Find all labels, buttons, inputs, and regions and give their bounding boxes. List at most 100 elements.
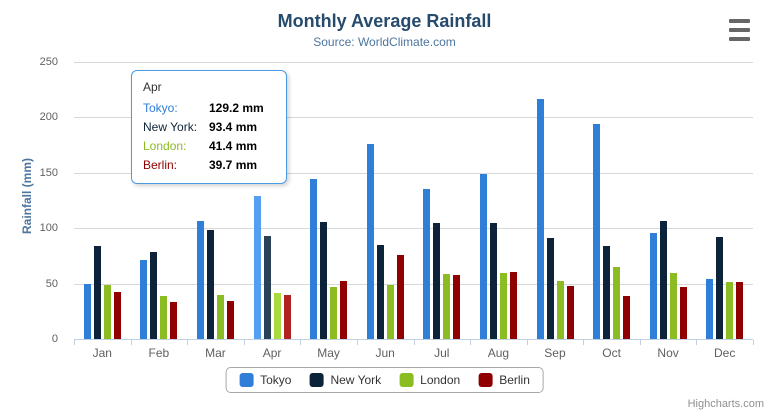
x-axis-tick-label: Jul — [434, 346, 450, 360]
bar-tokyo-feb[interactable] — [140, 260, 148, 339]
y-axis-tick-label: 250 — [39, 56, 58, 68]
x-axis-tick-label: Feb — [148, 346, 170, 360]
bar-london-nov[interactable] — [669, 273, 677, 339]
bar-new-york-jul[interactable] — [433, 223, 441, 339]
bar-tokyo-nov[interactable] — [649, 233, 657, 339]
bar-tokyo-mar[interactable] — [197, 221, 204, 339]
legend-swatch-icon — [239, 373, 254, 387]
tooltip-series-value: 39.7 mm — [209, 158, 258, 172]
bar-new-york-dec[interactable] — [716, 237, 724, 339]
export-menu-button[interactable] — [729, 19, 750, 41]
x-axis-tick-label: Apr — [262, 346, 282, 360]
bar-london-feb[interactable] — [160, 296, 168, 339]
tooltip-row: New York: 93.4 mm — [143, 118, 275, 137]
x-axis-tick — [413, 340, 415, 345]
bar-new-york-aug[interactable] — [489, 223, 497, 339]
bar-berlin-jan[interactable] — [113, 292, 121, 339]
bar-tokyo-dec[interactable] — [706, 279, 714, 339]
x-axis-tick — [583, 340, 585, 345]
x-axis-tick-label: Jun — [375, 346, 395, 360]
gridline — [74, 283, 753, 285]
bar-new-york-sep[interactable] — [546, 238, 554, 339]
bar-berlin-nov[interactable] — [679, 287, 687, 339]
x-axis-tick — [753, 340, 754, 345]
bar-berlin-oct[interactable] — [623, 296, 630, 339]
bar-london-dec[interactable] — [726, 282, 734, 339]
bar-tokyo-oct[interactable] — [593, 124, 600, 339]
legend-item-tokyo[interactable]: Tokyo — [239, 373, 291, 387]
tooltip-series-value: 129.2 mm — [209, 101, 264, 115]
bar-new-york-may[interactable] — [320, 222, 328, 339]
legend-item-london[interactable]: London — [399, 373, 460, 387]
bar-berlin-jun[interactable] — [396, 255, 404, 339]
tooltip-series-label: Tokyo: — [143, 101, 178, 115]
tooltip-series-value: 93.4 mm — [209, 120, 258, 134]
bar-tokyo-apr[interactable] — [253, 196, 261, 339]
x-axis-tick — [696, 340, 698, 345]
bar-tokyo-aug[interactable] — [479, 174, 487, 339]
bar-tokyo-jan[interactable] — [83, 284, 91, 339]
legend-item-berlin[interactable]: Berlin — [478, 373, 530, 387]
legend-swatch-icon — [399, 373, 414, 387]
bar-new-york-jun[interactable] — [376, 245, 384, 339]
x-axis-tick — [187, 340, 189, 345]
legend-label: Tokyo — [260, 373, 292, 387]
bar-berlin-sep[interactable] — [566, 286, 574, 339]
y-axis-tick-label: 50 — [45, 277, 58, 290]
credits-link[interactable]: Highcharts.com — [687, 398, 764, 410]
tooltip-series-label: New York: — [143, 120, 198, 134]
bar-london-apr[interactable] — [273, 293, 281, 339]
bar-berlin-dec[interactable] — [736, 282, 744, 339]
bar-berlin-may[interactable] — [340, 281, 348, 339]
bar-new-york-feb[interactable] — [150, 252, 158, 339]
x-axis-tick-label: Aug — [487, 346, 510, 360]
gridline — [74, 228, 753, 230]
bar-london-aug[interactable] — [499, 273, 507, 339]
bar-berlin-feb[interactable] — [170, 302, 178, 339]
x-axis-tick — [526, 340, 528, 345]
tooltip: Apr Tokyo: 129.2 mm New York: 93.4 mm London… — [131, 70, 287, 184]
tooltip-row: Berlin: 39.7 mm — [143, 156, 275, 175]
bar-london-oct[interactable] — [613, 267, 620, 339]
bar-london-sep[interactable] — [556, 281, 564, 339]
chart-subtitle: Source: WorldClimate.com — [313, 35, 456, 49]
legend-label: Berlin — [499, 373, 530, 387]
tooltip-rows: Tokyo: 129.2 mm New York: 93.4 mm London: 41.… — [143, 99, 275, 175]
bar-new-york-jan[interactable] — [93, 246, 101, 339]
tooltip-series-label: London: — [143, 139, 187, 153]
hamburger-icon — [729, 19, 750, 41]
y-axis-tick-label: 150 — [39, 166, 58, 179]
x-axis-tick-label: Dec — [714, 346, 736, 360]
bar-berlin-jul[interactable] — [453, 275, 461, 339]
bar-london-jun[interactable] — [386, 285, 394, 339]
bar-tokyo-jun[interactable] — [366, 144, 374, 339]
bar-berlin-aug[interactable] — [509, 272, 517, 339]
bar-london-jul[interactable] — [443, 274, 451, 339]
gridline — [74, 117, 753, 119]
legend-label: New York — [330, 373, 382, 387]
bar-tokyo-sep[interactable] — [536, 99, 544, 339]
bar-new-york-nov[interactable] — [659, 221, 667, 339]
bar-london-mar[interactable] — [217, 295, 224, 339]
bar-berlin-mar[interactable] — [227, 301, 234, 339]
gridline — [74, 62, 753, 63]
bar-tokyo-jul[interactable] — [423, 189, 431, 339]
x-axis-tick-label: Mar — [205, 346, 226, 360]
legend-item-new-york[interactable]: New York — [309, 373, 381, 387]
x-axis-tick — [130, 340, 132, 345]
y-axis-tick-label: 0 — [51, 333, 58, 345]
bar-new-york-mar[interactable] — [207, 230, 214, 339]
legend-swatch-icon — [478, 373, 493, 387]
bar-london-may[interactable] — [330, 287, 338, 339]
x-axis-tick-label: Oct — [602, 346, 621, 360]
y-axis-tick-label: 200 — [39, 111, 58, 124]
legend: Tokyo New York London Berlin — [225, 367, 544, 393]
x-axis-tick — [356, 340, 358, 345]
gridline — [74, 172, 753, 174]
bar-london-jan[interactable] — [103, 285, 111, 339]
bar-tokyo-may[interactable] — [310, 179, 318, 339]
bar-new-york-oct[interactable] — [603, 246, 610, 339]
tooltip-series-value: 41.4 mm — [209, 139, 258, 153]
bar-berlin-apr[interactable] — [283, 295, 291, 339]
bar-new-york-apr[interactable] — [263, 236, 271, 339]
